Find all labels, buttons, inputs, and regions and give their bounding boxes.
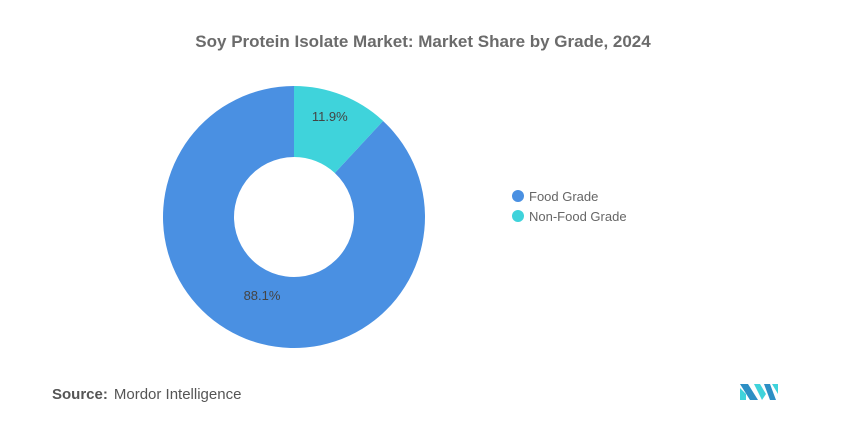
legend-swatch [512, 190, 524, 202]
source-value: Mordor Intelligence [113, 386, 242, 403]
data-label: 88.1% [244, 288, 281, 303]
source-label: Source: [52, 386, 108, 403]
mordor-logo-icon [740, 384, 778, 400]
legend-swatch [512, 210, 524, 222]
legend-label: Non-Food Grade [529, 208, 627, 224]
source: Source: Mordor Intelligence [52, 386, 241, 403]
chart-title: Soy Protein Isolate Market: Market Share… [195, 32, 651, 51]
legend-label: Food Grade [529, 188, 599, 204]
data-label: 11.9% [312, 109, 348, 124]
legend-item-food-grade: Food Grade [512, 186, 627, 206]
legend: Food Grade Non-Food Grade [512, 186, 627, 226]
slice-food-grade [162, 86, 425, 348]
legend-item-non-food-grade: Non-Food Grade [512, 206, 627, 226]
slice-non-food-grade [294, 86, 384, 174]
